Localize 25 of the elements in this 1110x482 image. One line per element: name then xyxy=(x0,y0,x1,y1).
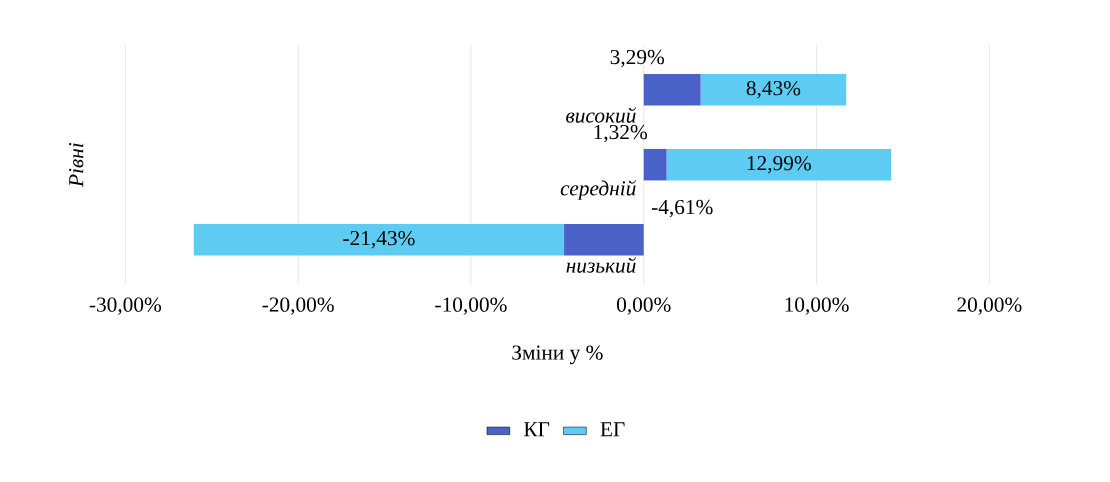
data-label: -21,43% xyxy=(343,230,415,249)
y-tick-label: високий xyxy=(566,107,637,123)
legend-label: ЕГ xyxy=(600,422,625,437)
y-tick-label: низький xyxy=(566,257,637,273)
y-axis-title: Рівні xyxy=(69,142,84,188)
bar xyxy=(643,73,701,106)
x-tick-label: 10,00% xyxy=(785,297,849,315)
x-axis-title: Зміни у % xyxy=(512,345,603,365)
x-tick-label: 20,00% xyxy=(957,297,1022,315)
data-label: 3,29% xyxy=(610,49,665,68)
data-label: 1,32% xyxy=(594,124,648,143)
bar xyxy=(666,148,892,181)
bar xyxy=(193,223,565,256)
x-tick-label: -10,00% xyxy=(435,297,507,315)
bar xyxy=(564,223,644,256)
legend-label: КГ xyxy=(523,422,550,437)
x-tick-label: 0,00% xyxy=(617,297,671,315)
x-tick-label: -30,00% xyxy=(89,297,162,315)
data-label: -4,61% xyxy=(651,199,713,218)
x-tick-label: -20,00% xyxy=(262,297,334,315)
bar xyxy=(700,73,847,106)
data-label: 8,43% xyxy=(746,80,801,99)
y-tick-label: середній xyxy=(560,180,637,200)
data-label: 12,99% xyxy=(747,155,811,174)
bar xyxy=(643,148,667,181)
